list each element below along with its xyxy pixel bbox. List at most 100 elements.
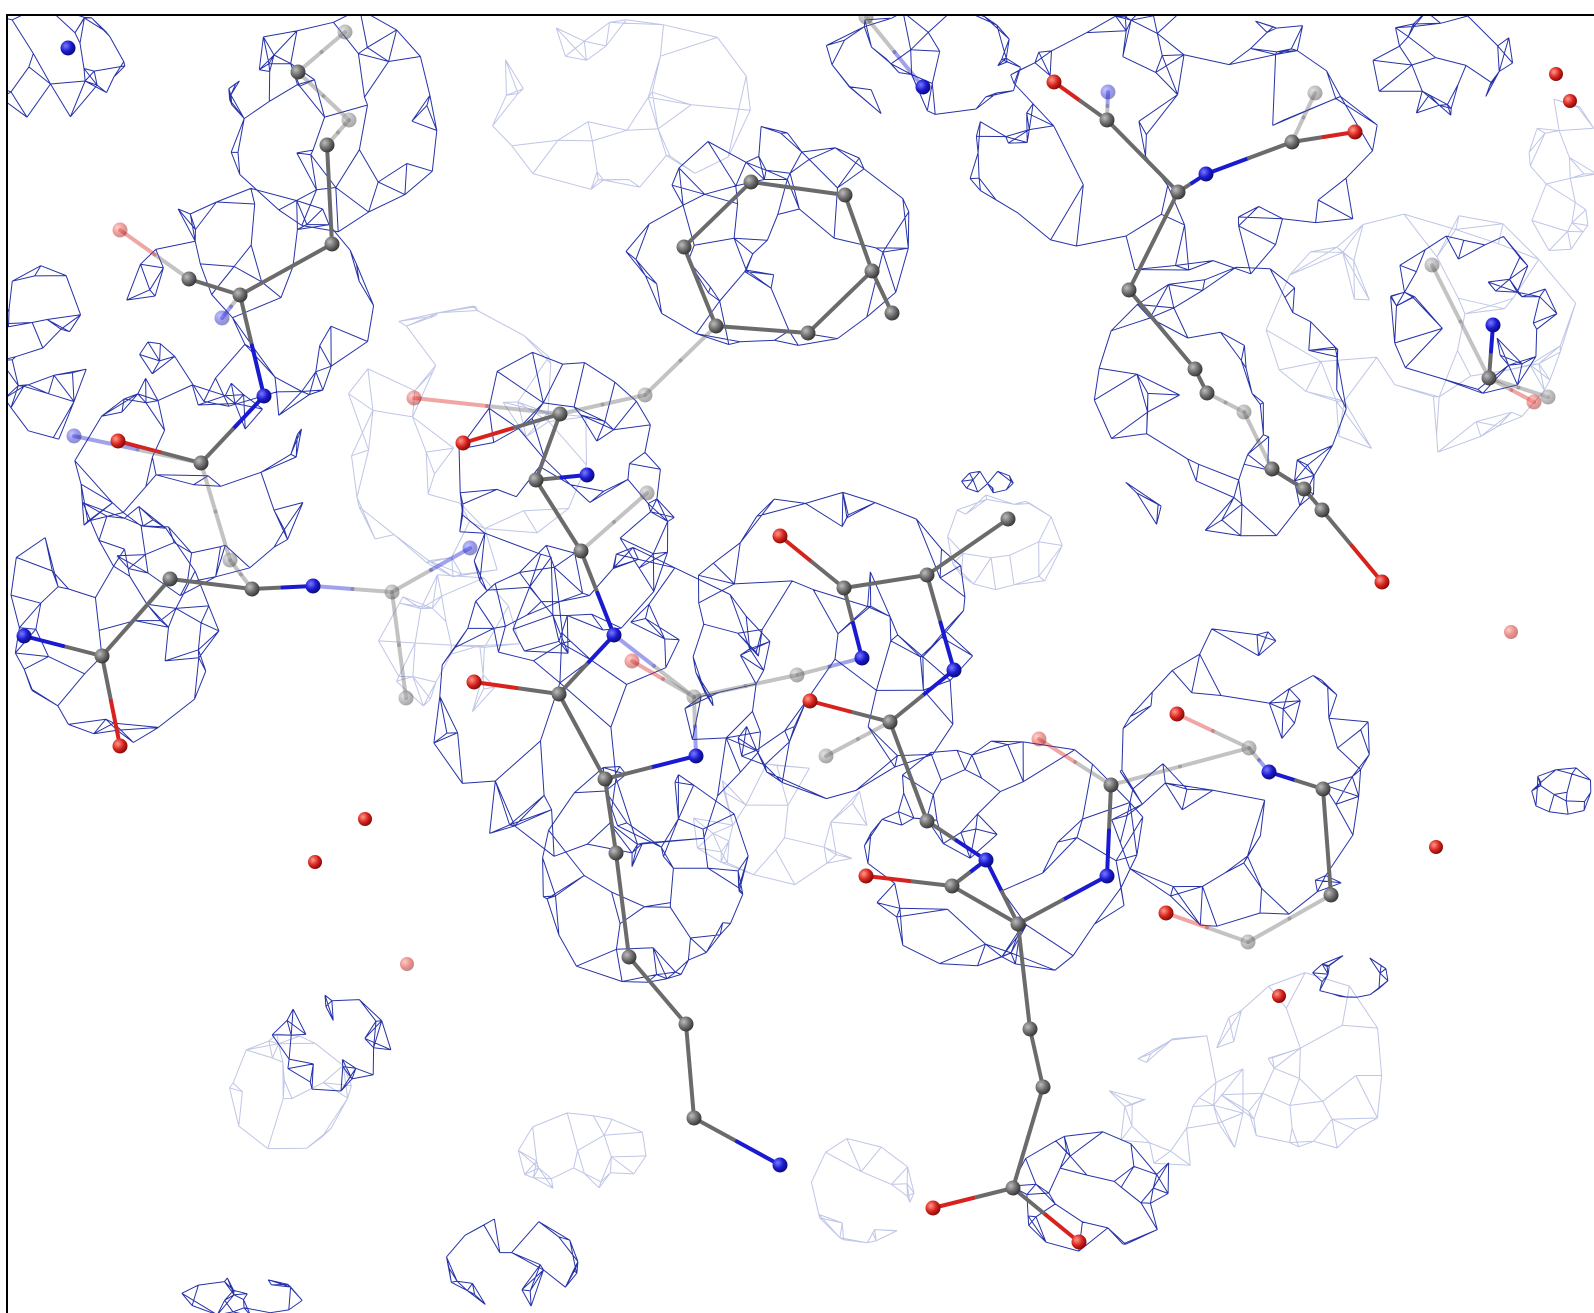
carbon-atom-icon[interactable]	[1284, 134, 1300, 150]
carbon-atom-icon[interactable]	[686, 689, 702, 705]
oxygen-atom-icon[interactable]	[1347, 124, 1363, 140]
carbon-atom-icon[interactable]	[1199, 385, 1215, 401]
carbon-atom-icon[interactable]	[384, 584, 400, 600]
nitrogen-atom-icon[interactable]	[946, 662, 962, 678]
oxygen-atom-icon[interactable]	[1046, 74, 1062, 90]
carbon-atom-icon[interactable]	[337, 24, 353, 40]
nitrogen-atom-icon[interactable]	[688, 748, 704, 764]
nitrogen-atom-icon[interactable]	[1485, 317, 1501, 333]
carbon-atom-icon[interactable]	[1121, 282, 1137, 298]
carbon-atom-icon[interactable]	[528, 472, 544, 488]
carbon-atom-icon[interactable]	[552, 406, 568, 422]
nitrogen-atom-icon[interactable]	[854, 650, 870, 666]
carbon-atom-icon[interactable]	[1240, 934, 1256, 950]
carbon-atom-icon[interactable]	[573, 543, 589, 559]
carbon-atom-icon[interactable]	[864, 263, 880, 279]
carbon-atom-icon[interactable]	[818, 748, 834, 764]
nitrogen-atom-icon[interactable]	[978, 852, 994, 868]
oxygen-atom-icon[interactable]	[1169, 706, 1185, 722]
carbon-atom-icon[interactable]	[1307, 85, 1323, 101]
carbon-atom-icon[interactable]	[676, 239, 692, 255]
oxygen-atom-icon[interactable]	[406, 390, 422, 406]
oxygen-atom-icon[interactable]	[858, 868, 874, 884]
carbon-atom-icon[interactable]	[232, 287, 248, 303]
carbon-atom-icon[interactable]	[919, 813, 935, 829]
carbon-atom-icon[interactable]	[1315, 781, 1331, 797]
carbon-atom-icon[interactable]	[181, 271, 197, 287]
carbon-atom-icon[interactable]	[1000, 511, 1016, 527]
oxygen-atom-icon[interactable]	[455, 435, 471, 451]
oxygen-atom-icon[interactable]	[1071, 1234, 1087, 1250]
carbon-atom-icon[interactable]	[1170, 184, 1186, 200]
oxygen-atom-icon[interactable]	[1526, 394, 1542, 410]
carbon-atom-icon[interactable]	[837, 187, 853, 203]
oxygen-atom-icon[interactable]	[1374, 574, 1390, 590]
oxygen-atom-icon[interactable]	[1031, 731, 1047, 747]
nitrogen-atom-icon[interactable]	[1099, 868, 1115, 884]
carbon-atom-icon[interactable]	[637, 387, 653, 403]
carbon-atom-icon[interactable]	[858, 16, 874, 25]
nitrogen-atom-icon[interactable]	[214, 310, 230, 326]
carbon-atom-icon[interactable]	[1035, 1079, 1051, 1095]
carbon-atom-icon[interactable]	[884, 305, 900, 321]
carbon-atom-icon[interactable]	[1099, 112, 1115, 128]
carbon-atom-icon[interactable]	[743, 174, 759, 190]
nitrogen-atom-icon[interactable]	[462, 540, 478, 556]
carbon-atom-icon[interactable]	[551, 686, 567, 702]
carbon-atom-icon[interactable]	[1323, 887, 1339, 903]
water-molecule-icon[interactable]	[358, 812, 372, 826]
carbon-atom-icon[interactable]	[608, 845, 624, 861]
carbon-atom-icon[interactable]	[1005, 1180, 1021, 1196]
carbon-atom-icon[interactable]	[1314, 502, 1330, 518]
carbon-atom-icon[interactable]	[319, 137, 335, 153]
nitrogen-atom-icon[interactable]	[1100, 84, 1116, 100]
density-map-scene[interactable]	[8, 16, 1594, 1313]
carbon-atom-icon[interactable]	[1241, 740, 1257, 756]
oxygen-atom-icon[interactable]	[110, 433, 126, 449]
carbon-atom-icon[interactable]	[639, 485, 655, 501]
carbon-atom-icon[interactable]	[222, 552, 238, 568]
carbon-atom-icon[interactable]	[1296, 481, 1312, 497]
carbon-atom-icon[interactable]	[800, 325, 816, 341]
carbon-atom-icon[interactable]	[244, 581, 260, 597]
nitrogen-atom-icon[interactable]	[1261, 764, 1277, 780]
nitrogen-atom-icon[interactable]	[606, 627, 622, 643]
carbon-atom-icon[interactable]	[678, 1016, 694, 1032]
carbon-atom-icon[interactable]	[1264, 461, 1280, 477]
oxygen-atom-icon[interactable]	[112, 738, 128, 754]
carbon-atom-icon[interactable]	[324, 236, 340, 252]
nitrogen-atom-icon[interactable]	[772, 1157, 788, 1173]
water-molecule-icon[interactable]	[1504, 625, 1518, 639]
carbon-atom-icon[interactable]	[398, 690, 414, 706]
carbon-atom-icon[interactable]	[944, 878, 960, 894]
carbon-atom-icon[interactable]	[162, 571, 178, 587]
oxygen-atom-icon[interactable]	[802, 693, 818, 709]
water-molecule-icon[interactable]	[1549, 67, 1563, 81]
carbon-atom-icon[interactable]	[94, 648, 110, 664]
oxygen-atom-icon[interactable]	[466, 674, 482, 690]
nitrogen-atom-icon[interactable]	[305, 578, 321, 594]
carbon-atom-icon[interactable]	[193, 455, 209, 471]
carbon-atom-icon[interactable]	[621, 949, 637, 965]
water-molecule-icon[interactable]	[400, 957, 414, 971]
carbon-atom-icon[interactable]	[290, 64, 306, 80]
nitrogen-atom-icon[interactable]	[915, 79, 931, 95]
water-molecule-icon[interactable]	[1272, 989, 1286, 1003]
nitrogen-atom-icon[interactable]	[579, 467, 595, 483]
carbon-atom-icon[interactable]	[836, 580, 852, 596]
molecular-viewport[interactable]	[6, 14, 1594, 1313]
nitrogen-atom-icon[interactable]	[66, 428, 82, 444]
carbon-atom-icon[interactable]	[882, 714, 898, 730]
carbon-atom-icon[interactable]	[919, 567, 935, 583]
water-molecule-icon[interactable]	[1429, 840, 1443, 854]
carbon-atom-icon[interactable]	[708, 318, 724, 334]
water-molecule-icon[interactable]	[308, 855, 322, 869]
carbon-atom-icon[interactable]	[1236, 404, 1252, 420]
oxygen-atom-icon[interactable]	[624, 653, 640, 669]
nitrogen-atom-icon[interactable]	[16, 628, 32, 644]
carbon-atom-icon[interactable]	[1022, 1021, 1038, 1037]
carbon-atom-icon[interactable]	[1010, 916, 1026, 932]
carbon-atom-icon[interactable]	[686, 1110, 702, 1126]
oxygen-atom-icon[interactable]	[772, 528, 788, 544]
oxygen-atom-icon[interactable]	[112, 222, 128, 238]
